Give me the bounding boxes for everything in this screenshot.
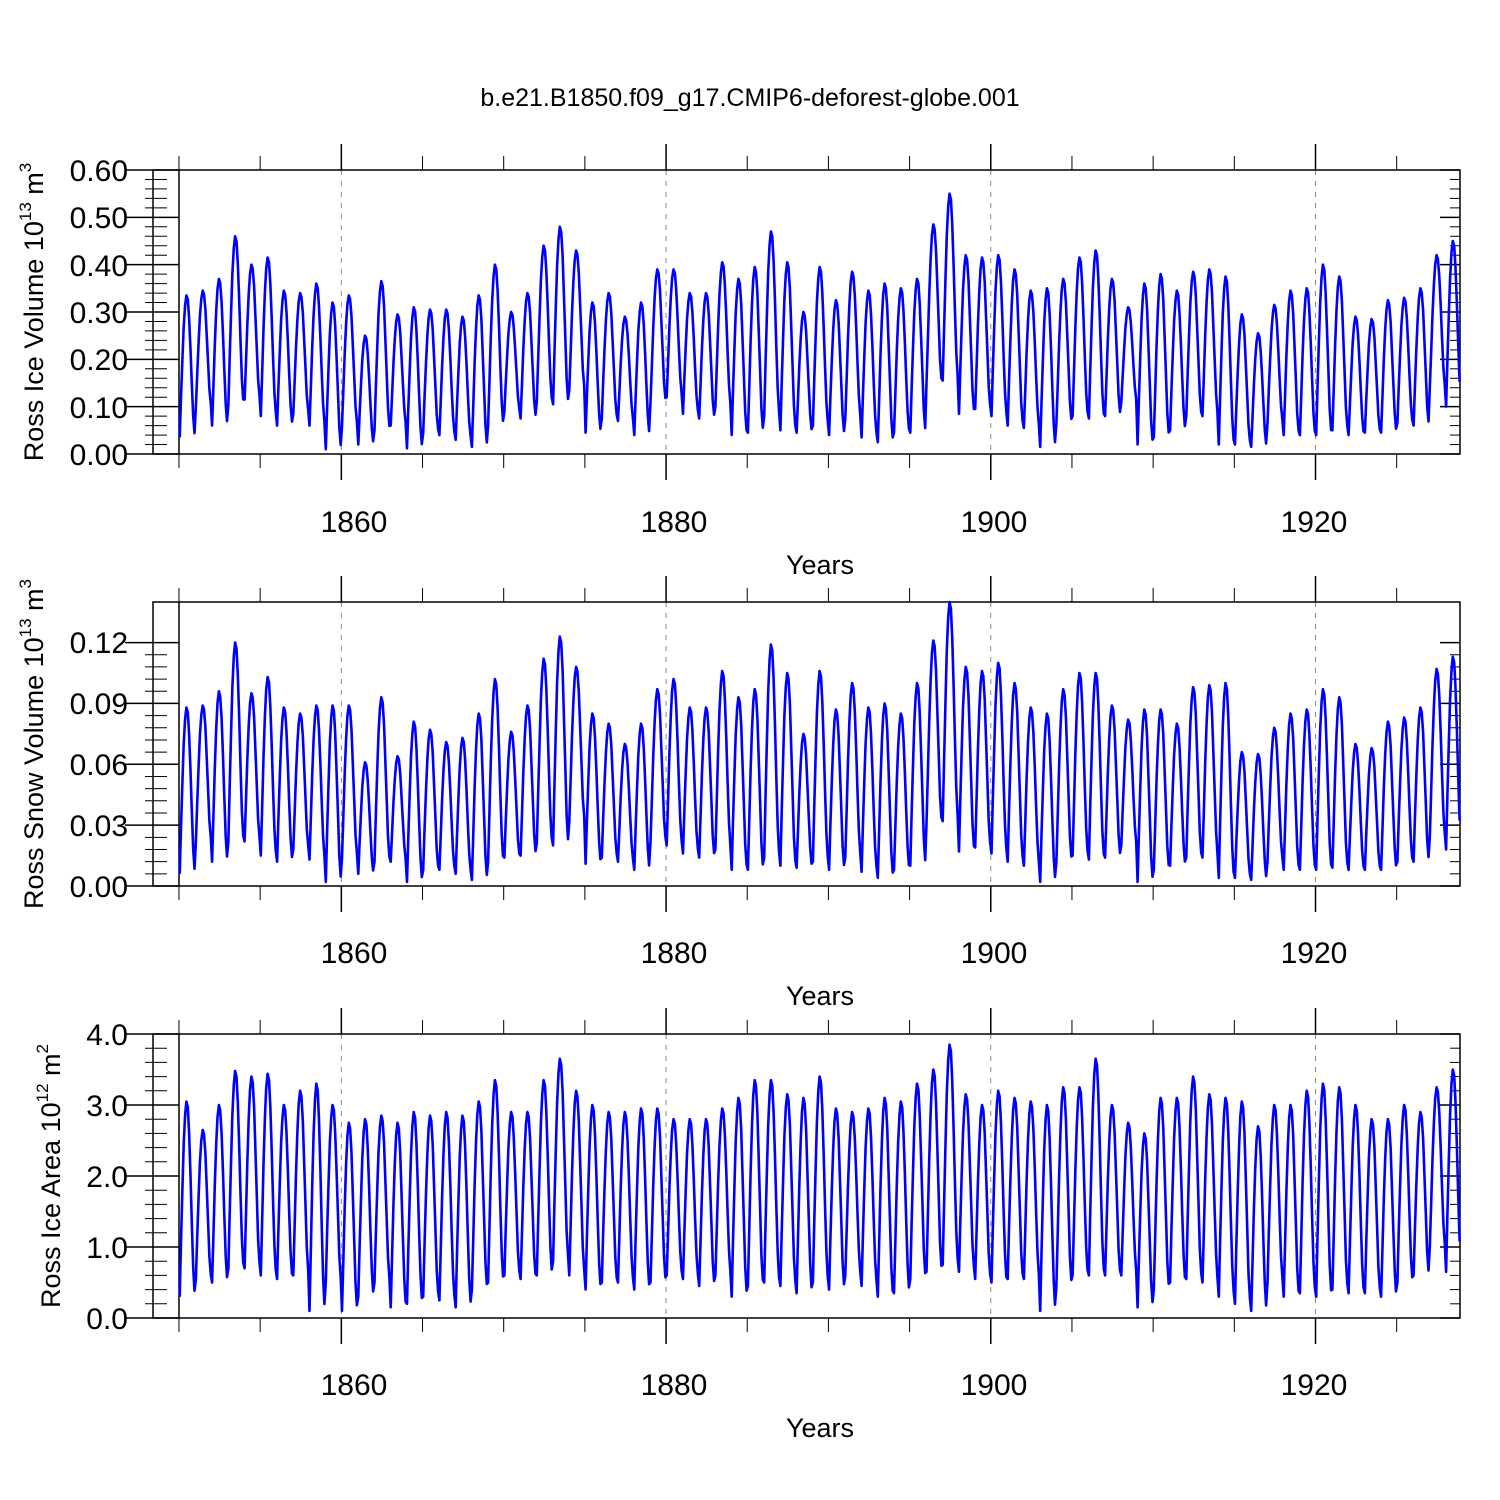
y-axis-label-ice-area: Ross Ice Area 1012 m2 [33,1044,66,1308]
x-tick-label: 1880 [641,937,708,970]
plot-frame-ice-volume [152,169,1461,455]
series-line-snow-volume [178,600,1461,884]
plot-frame-ice-area [152,1033,1461,1319]
y-tick-label: 0.06 [70,749,128,782]
y-tick-label: 0.00 [70,871,128,904]
y-tick-label: 1.0 [86,1232,128,1265]
x-axis-label-ice-volume: Years [786,550,854,580]
panel-ice-volume: 0.00 0.10 0.20 0.30 0.40 0.50 0.60 1860 … [16,144,1461,580]
y-tick-labels-ice-volume: 0.00 0.10 0.20 0.30 0.40 0.50 0.60 [70,155,128,472]
y-tick-label: 2.0 [86,1161,128,1194]
x-tick-label: 1860 [321,506,388,539]
y-tick-label: 4.0 [86,1019,128,1052]
grid-ice-area [340,1034,1316,1318]
series-line-ice-volume [178,192,1461,451]
grid-ice-volume [340,170,1316,454]
y-tick-label: 0.03 [70,810,128,843]
x-tick-label: 1900 [961,506,1028,539]
x-tick-labels-snow-volume: 1860 1880 1900 1920 [321,937,1348,970]
x-tick-label: 1920 [1281,506,1348,539]
y-tick-label: 0.20 [70,344,128,377]
y-tick-label: 0.0 [86,1303,128,1336]
x-axis-label-ice-area: Years [786,1413,854,1443]
plot-frame-snow-volume [152,601,1461,887]
y-tick-label: 0.09 [70,688,128,721]
x-tick-labels-ice-area: 1860 1880 1900 1920 [321,1369,1348,1402]
x-tick-label: 1900 [961,937,1028,970]
panel-snow-volume: 0.00 0.03 0.06 0.09 0.12 1860 1880 1900 … [16,576,1461,1011]
x-tick-label: 1880 [641,506,708,539]
series-line-ice-area [178,1043,1461,1313]
y-axis-label-snow-volume: Ross Snow Volume 1013 m3 [16,579,49,909]
x-tick-label: 1880 [641,1369,708,1402]
panel-ice-area: 0.0 1.0 2.0 3.0 4.0 1860 1880 1900 1920 … [33,1008,1461,1443]
y-tick-label: 0.12 [70,627,128,660]
y-tick-label: 3.0 [86,1090,128,1123]
y-tick-labels-snow-volume: 0.00 0.03 0.06 0.09 0.12 [70,627,128,904]
y-tick-label: 0.00 [70,439,128,472]
y-tick-label: 0.30 [70,297,128,330]
x-tick-label: 1900 [961,1369,1028,1402]
x-axis-label-snow-volume: Years [786,981,854,1011]
grid-snow-volume [340,602,1316,886]
y-tick-label: 0.40 [70,250,128,283]
x-tick-labels-ice-volume: 1860 1880 1900 1920 [321,506,1348,539]
y-tick-labels-ice-area: 0.0 1.0 2.0 3.0 4.0 [86,1019,128,1336]
x-tick-label: 1860 [321,1369,388,1402]
ticks-snow-volume [125,576,1460,912]
y-tick-label: 0.60 [70,155,128,188]
figure-title: b.e21.B1850.f09_g17.CMIP6-deforest-globe… [480,84,1019,112]
y-tick-label: 0.10 [70,392,128,425]
x-tick-label: 1920 [1281,1369,1348,1402]
y-axis-label-ice-volume: Ross Ice Volume 1013 m3 [16,163,49,462]
x-tick-label: 1860 [321,937,388,970]
x-tick-label: 1920 [1281,937,1348,970]
y-tick-label: 0.50 [70,202,128,235]
